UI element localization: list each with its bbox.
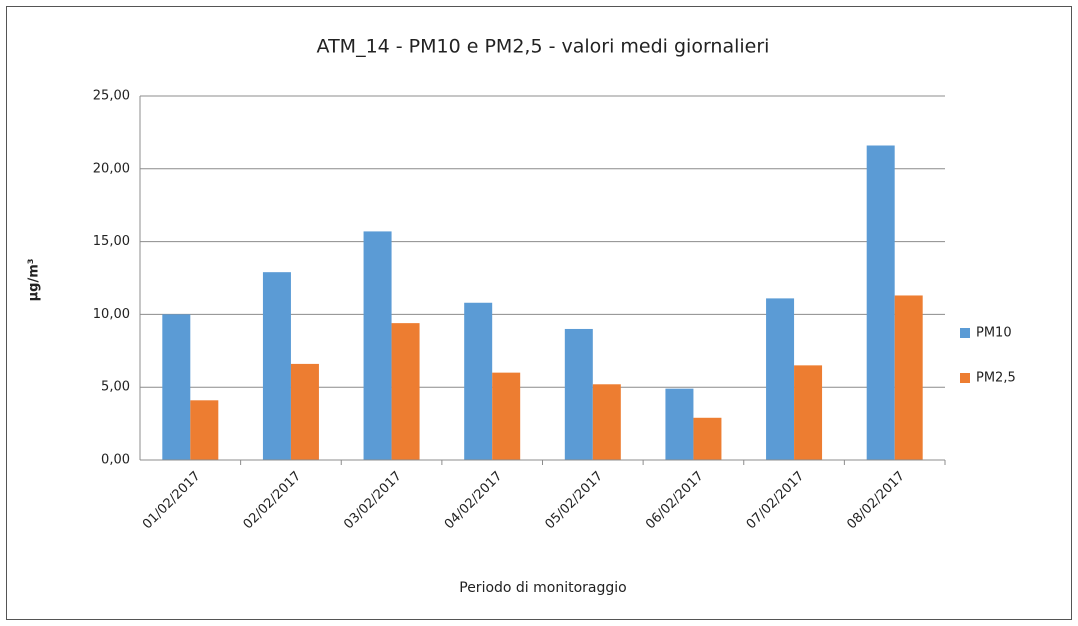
y-tick-label: 20,00 bbox=[93, 161, 130, 176]
x-axis-label: Periodo di monitoraggio bbox=[459, 580, 626, 596]
legend-swatch bbox=[960, 373, 970, 383]
bar bbox=[894, 295, 923, 460]
legend-label: PM2,5 bbox=[976, 371, 1016, 386]
bar bbox=[592, 384, 621, 460]
y-tick-label: 0,00 bbox=[101, 453, 130, 468]
bar bbox=[391, 323, 420, 460]
legend-label: PM10 bbox=[976, 326, 1012, 341]
bar bbox=[162, 314, 191, 460]
y-axis-label: µg/m³ bbox=[27, 259, 42, 302]
chart-title: ATM_14 - PM10 e PM2,5 - valori medi gior… bbox=[317, 36, 770, 58]
y-tick-label: 5,00 bbox=[101, 380, 130, 395]
bar bbox=[766, 298, 795, 460]
bar bbox=[262, 272, 291, 460]
y-tick-label: 15,00 bbox=[93, 234, 130, 249]
bar bbox=[693, 417, 722, 460]
y-tick-label: 25,00 bbox=[93, 89, 130, 104]
bar bbox=[665, 388, 694, 460]
bar bbox=[794, 365, 823, 460]
bar bbox=[564, 328, 593, 460]
bar bbox=[290, 363, 319, 460]
y-tick-label: 10,00 bbox=[93, 307, 130, 322]
bar bbox=[363, 231, 392, 460]
bar bbox=[492, 372, 521, 460]
bar bbox=[866, 145, 895, 460]
legend-swatch bbox=[960, 328, 970, 338]
bar bbox=[190, 400, 219, 460]
bar bbox=[464, 302, 493, 460]
